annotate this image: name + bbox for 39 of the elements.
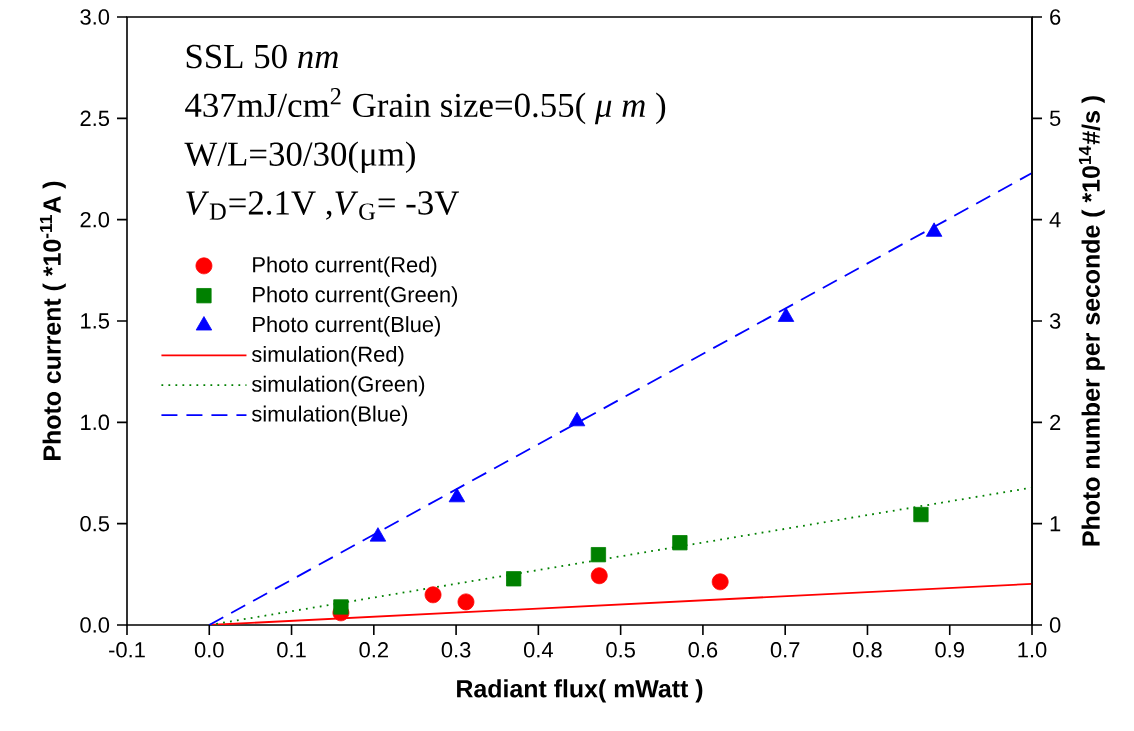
y2-tick-label: 5	[1049, 110, 1061, 126]
legend-label: simulation(Blue)	[251, 405, 408, 427]
x-tick-label: 0.4	[523, 642, 553, 658]
y2-tick-label: 4	[1049, 212, 1061, 228]
annotation: W/L=30/30(μm)	[184, 141, 415, 174]
x-tick-label: -0.1	[109, 642, 145, 658]
y2-tick-label: 6	[1050, 9, 1061, 25]
x-tick-label: 0.0	[194, 642, 224, 658]
y2-axis-title: Photo number per seconde ( *10$^{14}$#/s )	[1078, 96, 1105, 546]
annotation: SSL 50 nm	[186, 44, 338, 69]
y2-tick-label: 2	[1050, 414, 1061, 430]
x-tick-label: 1.0	[1018, 642, 1047, 658]
y-tick-label: 0.0	[80, 617, 110, 633]
legend-label: simulation(Green)	[251, 375, 425, 397]
y-axis-title: Photo current ( *10$^{-11}$A )	[39, 181, 66, 460]
x-tick-label: 0.7	[770, 642, 800, 658]
x-tick-label: 0.6	[688, 642, 718, 658]
legend-label: Photo current(Blue)	[253, 316, 440, 337]
legend-label: Photo current(Red)	[253, 256, 437, 277]
legend-label: Photo current(Green)	[253, 286, 458, 307]
annotation: 437mJ/cm$^{2}$ Grain size=0.55( μ m )	[185, 88, 666, 125]
x-tick-label: 0.8	[853, 642, 882, 658]
y-tick-label: 0.5	[80, 515, 110, 532]
x-tick-label: 0.1	[277, 642, 306, 658]
x-tick-label: 0.9	[935, 642, 964, 658]
y-tick-label: 1.0	[81, 414, 110, 431]
x-tick-label: 0.5	[606, 642, 635, 658]
y2-tick-label: 1	[1050, 516, 1061, 532]
y-tick-label: 2.0	[80, 211, 110, 228]
x-axis-title: Radiant flux( mWatt )	[457, 679, 703, 703]
x-tick-label: 0.2	[359, 642, 388, 658]
y2-tick-label: 0	[1049, 617, 1061, 633]
annotation: V$_{D}$=2.1V ,V$_{G}$= -3V	[186, 191, 460, 220]
y2-tick-label: 3	[1049, 313, 1061, 329]
x-tick-label: 0.3	[441, 642, 471, 658]
y-tick-label: 3.0	[80, 9, 110, 25]
legend-label: simulation(Red)	[251, 345, 404, 367]
y-tick-label: 2.5	[80, 110, 110, 127]
y-tick-label: 1.5	[81, 313, 110, 329]
